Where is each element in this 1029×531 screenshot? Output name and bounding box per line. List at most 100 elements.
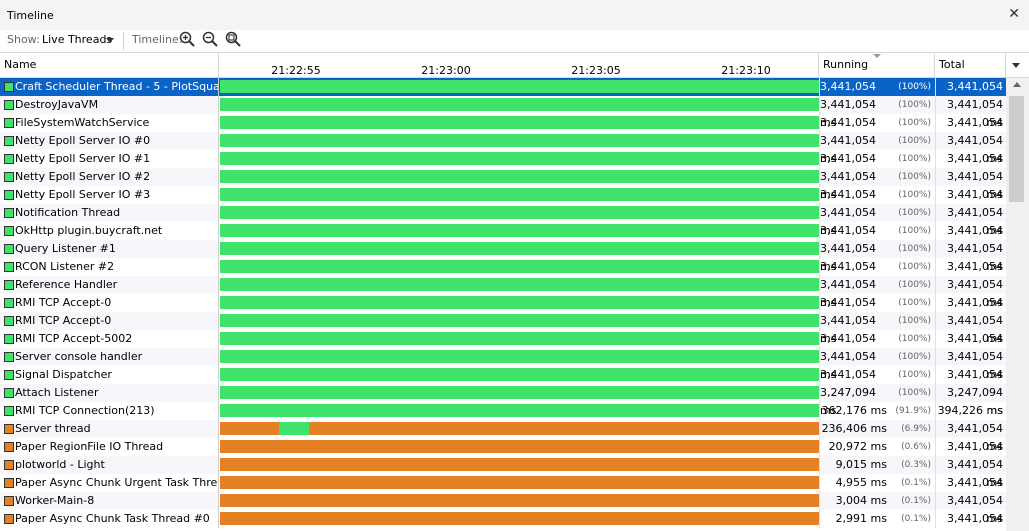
zoom-out-icon[interactable]	[202, 31, 218, 47]
running-percent: (0.6%)	[901, 442, 931, 452]
table-row[interactable]: Paper Async Chunk Urgent Task Thread 4,95…	[0, 474, 1006, 507]
table-row[interactable]: RCON Listener #23,441,054 ms(100%)3,441,…	[0, 258, 1006, 291]
column-chooser-icon[interactable]	[1012, 63, 1020, 68]
running-bar	[220, 134, 819, 147]
column-header-name[interactable]: Name	[0, 53, 219, 77]
running-cell: 236,406 ms (6.9%)	[819, 420, 935, 438]
thread-name: Signal Dispatcher	[15, 368, 112, 381]
total-time: 3,441,054 ms	[935, 294, 1006, 327]
sort-descending-icon	[873, 54, 881, 58]
thread-timeline	[218, 402, 819, 420]
table-row[interactable]: plotworld - Light 9,015 ms (0.3%) 3,441,054…	[0, 456, 1006, 489]
total-time: 3,441,054 ms	[935, 420, 1006, 453]
table-row[interactable]: Paper RegionFile IO Thread 20,972 ms (0.6%…	[0, 438, 1006, 471]
thread-timeline	[218, 474, 819, 492]
running-percent: (100%)	[898, 172, 931, 182]
total-time: 3,441,054 ms	[935, 276, 1006, 309]
scroll-thumb[interactable]	[1009, 96, 1024, 202]
thread-name-cell: Paper Async Chunk Urgent Task Thread	[0, 474, 218, 492]
show-dropdown[interactable]: Live Threads	[42, 33, 113, 46]
total-time: 3,441,054 ms	[935, 78, 1006, 111]
thread-name: Worker-Main-8	[15, 494, 95, 507]
table-row[interactable]: Paper Async Chunk Task Thread #0 2,991 ms…	[0, 510, 1006, 531]
running-time: 3,441,054 ms	[820, 350, 876, 381]
running-time: 3,441,054 ms	[820, 206, 876, 237]
chevron-down-icon[interactable]	[106, 38, 114, 43]
thread-name-cell: RMI TCP Accept-5002	[0, 330, 218, 348]
thread-name-cell: RMI TCP Accept-0	[0, 312, 218, 330]
table-row[interactable]: Netty Epoll Server IO #2 3,441,054 ms (100…	[0, 168, 1006, 201]
table-row[interactable]: Notification Thread 3,441,054 ms (100%) 3,4…	[0, 204, 1006, 237]
sleeping-bar	[220, 494, 819, 507]
thread-timeline	[218, 204, 819, 222]
table-row[interactable]: RMI TCP Connection(213) 362,176 ms (91.9%)…	[0, 402, 1006, 420]
timeline-tick: 21:23:00	[421, 64, 471, 77]
thread-state-icon	[4, 496, 14, 506]
table-row[interactable]: Craft Scheduler Thread - 5 - PlotSquared…	[0, 78, 1006, 111]
table-row[interactable]: Attach Listener 3,247,094 ms (100%) 3,247,0…	[0, 384, 1006, 417]
thread-timeline	[218, 222, 819, 240]
table-row[interactable]: Netty Epoll Server IO #0 3,441,054 ms (100…	[0, 132, 1006, 165]
total-time: 3,441,054 ms	[935, 132, 1006, 165]
running-cell: 3,441,054 ms(100%)	[819, 96, 935, 129]
thread-state-icon	[4, 424, 14, 434]
table-row[interactable]: Netty Epoll Server IO #33,441,054 ms(100…	[0, 186, 1006, 219]
thread-state-icon	[4, 352, 14, 362]
table-row[interactable]: Query Listener #1 3,441,054 ms (100%) 3,441…	[0, 240, 1006, 273]
thread-name-cell: Netty Epoll Server IO #2	[0, 168, 218, 186]
running-cell: 362,176 ms (91.9%)	[819, 402, 935, 420]
thread-name-cell: RMI TCP Accept-0	[0, 294, 218, 312]
running-bar	[220, 278, 819, 291]
running-percent: (0.1%)	[901, 478, 931, 488]
thread-timeline	[218, 258, 819, 276]
running-time: 362,176 ms	[821, 404, 887, 417]
thread-state-icon	[4, 316, 14, 326]
running-cell: 3,441,054 ms(100%)	[819, 78, 935, 111]
table-row[interactable]: DestroyJavaVM 3,441,054 ms (100%) 3,441,054…	[0, 96, 1006, 129]
running-percent: (100%)	[898, 226, 931, 236]
running-percent: (0.1%)	[901, 496, 931, 506]
scroll-up-icon[interactable]	[1013, 82, 1021, 87]
thread-name: Server console handler	[15, 350, 143, 363]
vertical-scrollbar[interactable]	[1006, 78, 1029, 531]
running-percent: (0.1%)	[901, 514, 931, 524]
table-row[interactable]: RMI TCP Accept-03,441,054 ms(100%)3,441,…	[0, 294, 1006, 327]
thread-state-icon	[4, 172, 14, 182]
table-row[interactable]: Worker-Main-8 3,004 ms (0.1%) 3,441,054 ms	[0, 492, 1006, 525]
column-header-running[interactable]: Running	[819, 53, 935, 77]
total-time: 3,441,054 ms	[935, 474, 1006, 507]
sleeping-bar	[220, 512, 819, 525]
thread-timeline	[218, 492, 819, 510]
thread-timeline	[218, 150, 819, 168]
running-cell: 3,247,094 ms (100%)	[819, 384, 935, 417]
table-row[interactable]: Netty Epoll Server IO #13,441,054 ms(100…	[0, 150, 1006, 183]
thread-state-icon	[4, 460, 14, 470]
zoom-fit-icon[interactable]	[225, 31, 241, 47]
table-row[interactable]: Reference Handler 3,441,054 ms (100%) 3,441…	[0, 276, 1006, 309]
running-bar	[220, 242, 819, 255]
sleeping-bar	[220, 458, 819, 471]
total-time: 3,441,054 ms	[935, 258, 1006, 291]
running-bar	[220, 314, 819, 327]
thread-timeline	[218, 168, 819, 186]
thread-name: Paper RegionFile IO Thread	[15, 440, 164, 453]
table-row[interactable]: Server console handler 3,441,054 ms (100%)…	[0, 348, 1006, 381]
thread-name: RMI TCP Accept-0	[15, 296, 112, 309]
thread-name-cell: FileSystemWatchService	[0, 114, 218, 132]
running-percent: (100%)	[898, 316, 931, 326]
table-row[interactable]: Server thread 236,406 ms (6.9%) 3,441,054 m…	[0, 420, 1006, 453]
column-header-total[interactable]: Total	[935, 53, 1006, 77]
zoom-in-icon[interactable]	[179, 31, 195, 47]
close-icon[interactable]: ✕	[1008, 6, 1020, 22]
thread-name: Server thread	[15, 422, 91, 435]
total-time: 3,441,054 ms	[935, 150, 1006, 183]
running-time: 3,441,054 ms	[820, 98, 876, 129]
thread-name-cell: Paper RegionFile IO Thread	[0, 438, 218, 456]
thread-name-cell: OkHttp plugin.buycraft.net	[0, 222, 218, 240]
running-percent: (100%)	[898, 154, 931, 164]
